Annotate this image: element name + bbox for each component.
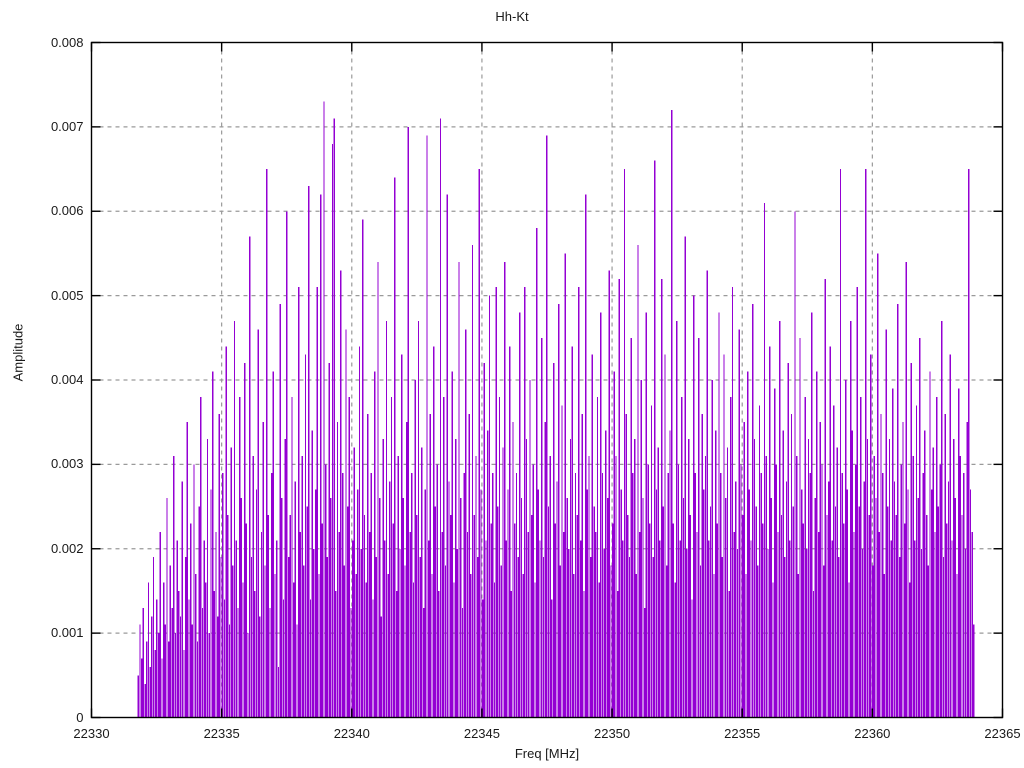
y-tick-label: 0.002 <box>50 540 84 556</box>
chart-title: Hh-Kt <box>495 9 529 24</box>
y-tick-label: 0 <box>76 709 84 725</box>
y-tick-label: 0.003 <box>50 456 84 472</box>
x-tick-label: 22335 <box>203 725 240 741</box>
plot-border <box>90 41 1004 719</box>
x-tick-label: 22360 <box>854 725 891 741</box>
y-tick-label: 0.004 <box>50 372 84 387</box>
x-tick-label: 22350 <box>593 725 631 741</box>
x-tick-label: 22340 <box>333 725 370 741</box>
y-tick-label: 0.001 <box>50 625 84 641</box>
x-tick-label: 22365 <box>984 725 1021 741</box>
y-tick-label: 0.005 <box>50 287 84 303</box>
y-axis-title: Amplitude <box>10 323 26 382</box>
x-axis-title: Freq [MHz] <box>514 746 580 761</box>
x-tick-label: 22330 <box>73 725 110 741</box>
y-tick-label: 0.007 <box>50 118 84 134</box>
y-tick-label: 0.008 <box>50 34 84 50</box>
y-tick-label: 0.006 <box>50 203 84 219</box>
x-tick-label: 22345 <box>463 725 500 741</box>
x-tick-label: 22355 <box>724 725 761 741</box>
data-series-impulses <box>137 101 975 718</box>
